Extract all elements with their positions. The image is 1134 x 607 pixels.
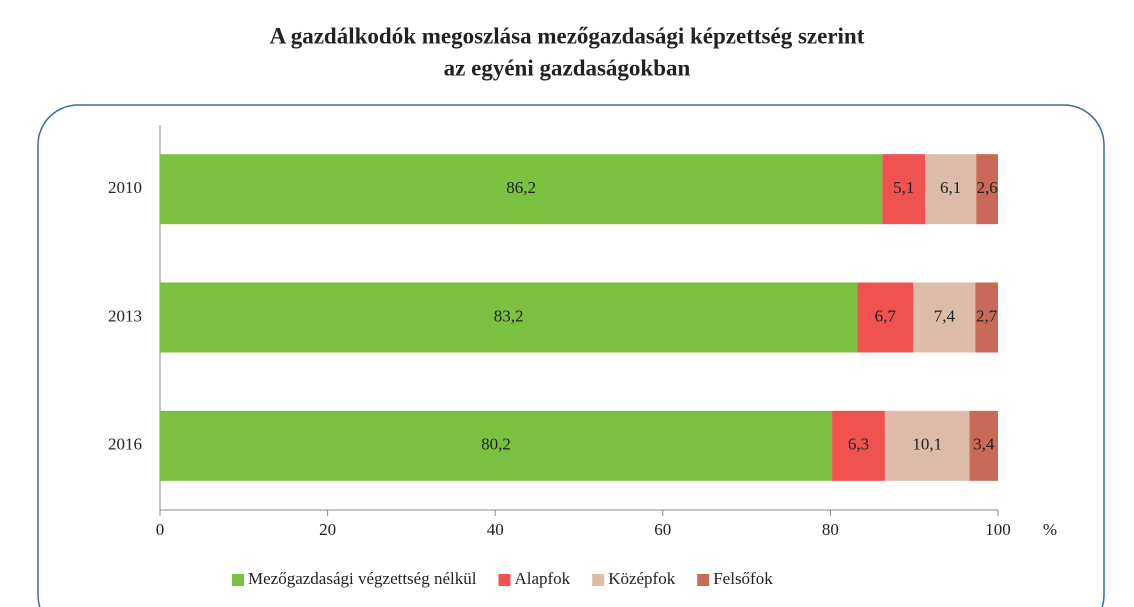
data-label: 6,1	[940, 178, 961, 197]
data-label: 86,2	[506, 178, 536, 197]
frame	[37, 104, 1105, 607]
x-tick-label: 0	[156, 520, 165, 539]
x-tick-label: 80	[822, 520, 839, 539]
legend-swatch	[498, 574, 511, 586]
y-tick-label: 2016	[108, 435, 142, 454]
bar-segment	[969, 410, 998, 481]
data-label: 3,4	[973, 435, 995, 454]
legend-swatch	[697, 574, 710, 586]
data-label: 2,7	[976, 306, 998, 325]
bar-segment	[925, 154, 977, 225]
legend-label: Felsőfok	[713, 569, 773, 588]
x-tick-label: 60	[654, 520, 671, 539]
bar-segment	[832, 410, 885, 481]
y-tick-label: 2010	[108, 178, 142, 197]
bar-segment	[160, 154, 883, 225]
legend-swatch	[232, 574, 244, 586]
data-label: 80,2	[481, 435, 511, 454]
legend-label: Mezőgazdasági végzettség nélkül	[248, 569, 477, 588]
legend-label: Középfok	[608, 569, 676, 588]
data-label: 6,7	[875, 306, 897, 325]
bar-segment	[975, 282, 998, 353]
bar-segment	[857, 282, 914, 353]
data-label: 6,3	[848, 435, 869, 454]
x-tick-label: 100	[985, 520, 1011, 539]
bar-segment	[160, 282, 858, 353]
data-label: 2,6	[976, 178, 997, 197]
bar-segment	[884, 410, 970, 481]
legend-swatch	[592, 574, 605, 586]
bar-segment	[160, 410, 833, 481]
data-label: 83,2	[494, 306, 524, 325]
x-tick-label: 40	[487, 520, 504, 539]
chart-subtitle: az egyéni gazdaságokban	[444, 55, 691, 80]
bar-segment	[976, 154, 998, 225]
chart-title: A gazdálkodók megoszlása mezőgazdasági k…	[270, 23, 865, 48]
x-tick-label: 20	[319, 520, 336, 539]
legend-label: Alapfok	[514, 569, 570, 588]
bar-segment	[913, 282, 976, 353]
data-label: 5,1	[893, 178, 914, 197]
x-axis-label: %	[1043, 520, 1057, 539]
data-label: 10,1	[912, 435, 942, 454]
bar-segment	[882, 154, 926, 225]
data-label: 7,4	[934, 306, 956, 325]
y-tick-label: 2013	[108, 306, 142, 325]
